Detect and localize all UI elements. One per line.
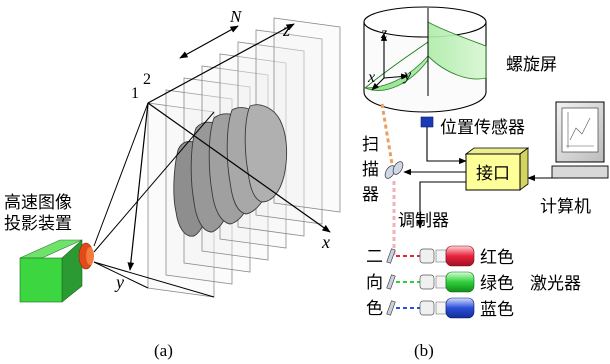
projector-label-line1: 高速图像 [4,193,72,213]
interface-box [464,147,530,191]
dichroic-label-2: 向 [366,273,383,293]
panel-b: z x y 螺旋屏 位置传感器 接口 [362,6,609,360]
helix-surface [364,21,487,91]
computer [551,101,609,179]
cyl-label-z: z [380,25,388,42]
slice-index-2: 2 [143,71,151,88]
cyl-x-axis [371,77,385,91]
y-axis [127,102,149,271]
dichroic-label-3: 色 [366,299,383,319]
x-axis [147,102,331,233]
object-section [244,104,288,203]
image-slice [273,17,341,213]
helical-screen [363,6,487,113]
scanner-label-1: 扫 [362,135,379,155]
modulator-label: 调制器 [398,211,449,231]
axis-label-x: x [321,232,330,252]
modulators [419,248,435,316]
laser-label-blue: 蓝色 [480,300,514,320]
scanner-label-3: 器 [362,185,379,205]
laser-green [435,271,475,293]
cyl-label-y: y [402,67,412,84]
panel-a: 高速图像 投影装置 z N x y 1 2 (a) [4,7,341,360]
axis-label-y: y [114,272,124,292]
laser-label-red: 红色 [480,248,514,268]
scanner-mirror [384,161,404,179]
axis-label-n: N [229,7,243,26]
axis-label-z: z [282,20,290,40]
laser-beams [396,255,420,309]
laser-beam [380,103,395,171]
sensor-label: 位置传感器 [440,118,525,138]
interface-label: 接口 [476,164,510,184]
interface-to-modulator [416,181,466,229]
computer-keyboard [551,165,609,179]
scanner-label-2: 描 [362,160,379,180]
object-cross-sections [173,104,288,237]
laser-label-green: 绿色 [480,274,514,294]
screen-label: 螺旋屏 [506,55,557,75]
axes-a [127,23,331,271]
dichroic-label-1: 二 [366,247,383,267]
computer-label: 计算机 [540,197,591,217]
sensor-to-interface [426,127,467,165]
cylinder-top [363,6,487,38]
laser-group-label: 激光器 [530,274,581,294]
caption-a: (a) [154,341,173,360]
caption-b: (b) [414,341,434,360]
projector-device [19,239,94,303]
laser-blue [435,297,475,319]
slice-index-1: 1 [131,85,139,102]
laser-red [435,245,475,267]
dichroic-mirrors [386,248,396,316]
position-sensor [420,116,434,128]
cyl-label-x: x [367,69,375,86]
cyl-y-axis [383,73,409,80]
signal-lines [403,127,558,229]
n-dimension-arrow [179,25,239,59]
projector-label-line2: 投影装置 [4,214,72,234]
z-axis [147,23,295,104]
